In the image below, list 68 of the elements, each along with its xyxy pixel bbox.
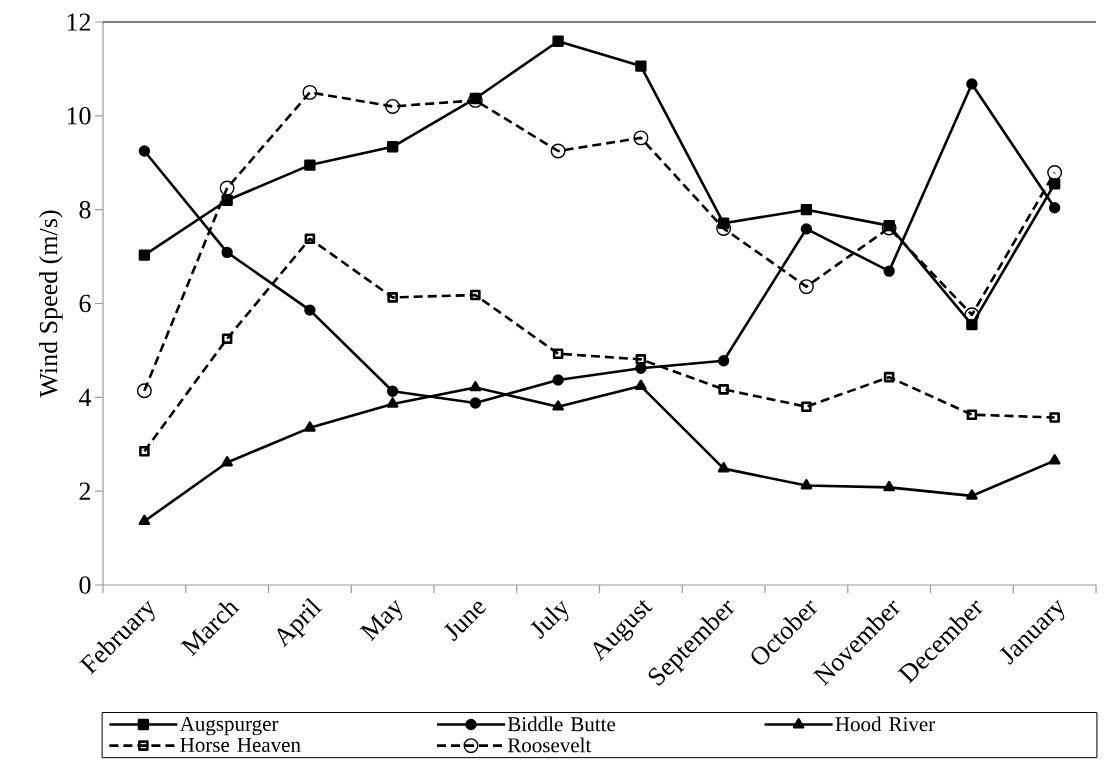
point	[552, 400, 564, 411]
point	[552, 35, 564, 47]
point	[221, 333, 233, 344]
y-tick-label: 4	[79, 388, 92, 406]
point	[800, 203, 813, 216]
y-tick-label: 12	[67, 13, 91, 31]
point	[469, 397, 482, 409]
point	[966, 78, 978, 90]
legend-label: Hood River	[835, 716, 936, 732]
y-tick-label: 6	[79, 294, 91, 313]
point	[635, 379, 647, 390]
point	[966, 409, 978, 420]
point	[883, 480, 895, 492]
point	[387, 292, 398, 303]
y-axis-title: Wind Speed (m/s)	[39, 210, 63, 398]
point	[1048, 454, 1061, 465]
y-tick-label: 0	[79, 576, 91, 594]
point	[386, 385, 399, 397]
point	[1049, 412, 1060, 423]
point	[798, 279, 814, 295]
point	[550, 143, 566, 159]
point	[1048, 178, 1061, 190]
point	[800, 223, 813, 235]
point	[552, 374, 564, 386]
point	[304, 421, 316, 432]
point	[801, 401, 812, 412]
point	[219, 180, 235, 196]
point	[302, 84, 318, 100]
point	[386, 141, 399, 153]
point	[138, 249, 151, 261]
point	[138, 145, 151, 157]
point	[883, 265, 895, 277]
point	[304, 159, 316, 171]
point	[386, 397, 399, 408]
legend-label: Augspurger	[179, 716, 279, 736]
legend-label: Roosevelt	[507, 737, 592, 753]
point	[635, 60, 647, 72]
point	[138, 514, 151, 526]
point	[966, 489, 978, 500]
point	[304, 233, 316, 245]
x-tick-label: July	[530, 600, 569, 640]
point	[136, 383, 152, 399]
point	[469, 381, 482, 392]
point	[1048, 202, 1061, 214]
point	[221, 456, 233, 467]
point	[800, 479, 813, 490]
legend-label: Horse Heaven	[180, 737, 301, 752]
x-tick-label: June	[443, 601, 486, 642]
point	[881, 220, 897, 236]
point	[221, 194, 233, 206]
point	[717, 355, 730, 367]
point	[385, 98, 401, 114]
point	[139, 446, 150, 457]
point	[304, 304, 316, 316]
legend-label: Biddle Butte	[507, 716, 616, 732]
y-tick-label: 2	[79, 482, 91, 500]
point	[470, 289, 481, 301]
point	[552, 348, 564, 359]
point	[1047, 165, 1063, 181]
x-tick-label: May	[359, 599, 403, 642]
y-tick-label: 10	[67, 107, 91, 125]
y-tick-label: 8	[79, 200, 91, 219]
point	[717, 462, 730, 473]
point	[635, 354, 647, 365]
point	[718, 384, 729, 395]
point	[633, 130, 649, 146]
point	[883, 371, 895, 383]
point	[221, 246, 233, 259]
